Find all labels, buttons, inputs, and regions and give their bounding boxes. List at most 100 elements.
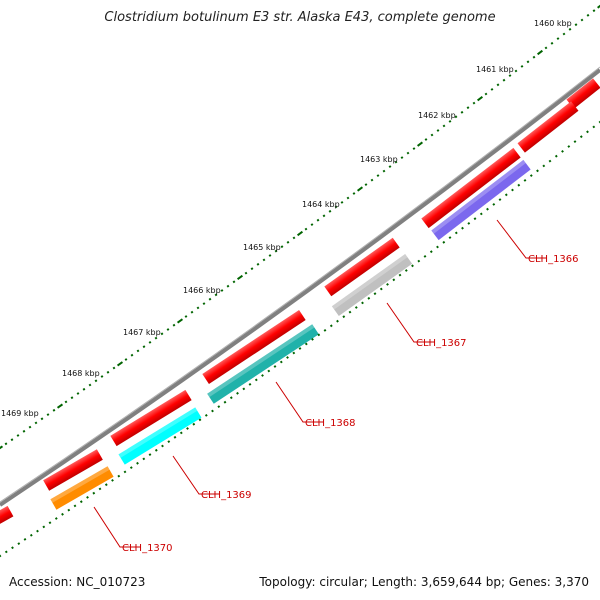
- scale-label-1469: 1469 kbp: [1, 409, 39, 418]
- minor-tick: [526, 60, 530, 64]
- minor-tick: [217, 405, 221, 408]
- minor-tick: [273, 365, 277, 368]
- minor-tick: [542, 164, 546, 168]
- minor-tick: [436, 245, 439, 249]
- minor-tick: [242, 387, 246, 391]
- scale-label-1464: 1464 kbp: [302, 200, 340, 209]
- cds-feature[interactable]: [421, 147, 521, 229]
- minor-tick: [267, 369, 271, 373]
- minor-tick: [232, 280, 236, 284]
- minor-tick: [179, 431, 183, 435]
- cds-feature[interactable]: [43, 449, 103, 491]
- minor-tick: [334, 205, 338, 209]
- major-tick: [296, 230, 304, 237]
- minor-tick: [460, 110, 464, 114]
- major-tick: [477, 95, 483, 102]
- gene-bar-clh-1368[interactable]: [207, 324, 319, 404]
- minor-tick: [466, 106, 470, 110]
- minor-tick: [220, 289, 224, 292]
- minor-tick: [4, 550, 8, 554]
- gene-label-clh-1369[interactable]: CLH_1369: [201, 490, 252, 501]
- minor-tick: [580, 18, 584, 22]
- minor-tick: [429, 250, 433, 254]
- scale-label-1466: 1466 kbp: [183, 286, 221, 295]
- minor-tick: [586, 13, 590, 17]
- minor-tick: [196, 306, 200, 310]
- minor-tick: [496, 83, 500, 87]
- minor-tick: [261, 374, 264, 377]
- minor-tick: [398, 273, 402, 277]
- gene-bar-clh-1366[interactable]: [431, 159, 531, 241]
- minor-tick: [208, 297, 212, 301]
- minor-tick: [148, 453, 152, 456]
- scale-label-1465: 1465 kbp: [243, 243, 281, 252]
- minor-tick: [82, 387, 86, 391]
- cds-feature[interactable]: [517, 101, 579, 153]
- minor-tick: [550, 41, 554, 45]
- cds-feature[interactable]: [0, 505, 14, 530]
- major-tick: [537, 49, 543, 56]
- gene-label-clh-1366[interactable]: CLH_1366: [528, 254, 579, 265]
- minor-tick: [454, 115, 458, 119]
- minor-tick: [473, 217, 477, 221]
- gene-bar-clh-1369[interactable]: [118, 407, 202, 465]
- minor-tick: [4, 442, 8, 446]
- minor-tick: [562, 32, 566, 36]
- minor-tick: [394, 160, 398, 164]
- minor-tick: [340, 201, 344, 204]
- minor-tick: [190, 310, 194, 314]
- inner-scale-ticks: [0, 120, 600, 558]
- gene-bar-clh-1367[interactable]: [331, 253, 413, 317]
- minor-tick: [100, 375, 104, 378]
- minor-tick: [136, 349, 140, 353]
- minor-tick: [17, 542, 21, 545]
- cds-feature[interactable]: [566, 78, 600, 109]
- cds-feature[interactable]: [202, 309, 306, 385]
- minor-tick: [142, 457, 146, 461]
- gene-bar-clh-1370[interactable]: [50, 466, 114, 510]
- minor-tick: [352, 192, 356, 195]
- minor-tick: [111, 479, 114, 482]
- minor-tick: [311, 338, 314, 341]
- minor-tick: [250, 267, 254, 271]
- minor-tick: [129, 466, 133, 469]
- minor-tick: [42, 525, 46, 529]
- minor-tick: [436, 129, 440, 132]
- scale-label-1460: 1460 kbp: [534, 19, 572, 28]
- minor-tick: [204, 414, 208, 417]
- minor-tick: [70, 396, 74, 400]
- minor-tick: [323, 329, 327, 332]
- minor-tick: [490, 87, 494, 91]
- minor-tick: [88, 383, 92, 387]
- minor-tick: [592, 9, 596, 13]
- minor-tick: [448, 236, 452, 240]
- minor-tick: [117, 474, 121, 478]
- minor-tick: [511, 188, 514, 192]
- gene-label-clh-1370[interactable]: CLH_1370: [122, 543, 173, 554]
- minor-tick: [423, 254, 427, 258]
- outer-scale-ticks: [0, 3, 600, 451]
- minor-tick: [136, 461, 139, 465]
- minor-tick: [412, 147, 416, 151]
- minor-tick: [54, 517, 58, 520]
- minor-tick: [104, 483, 108, 487]
- minor-tick: [10, 438, 14, 442]
- minor-tick: [498, 198, 502, 202]
- minor-tick: [229, 396, 233, 400]
- minor-tick: [322, 214, 326, 218]
- major-tick: [417, 141, 423, 147]
- minor-tick: [248, 383, 252, 386]
- minor-tick: [568, 27, 572, 31]
- cds-feature[interactable]: [110, 389, 192, 447]
- minor-tick: [370, 178, 374, 182]
- gene-label-clh-1368[interactable]: CLH_1368: [305, 418, 356, 429]
- minor-tick: [461, 226, 464, 230]
- cds-feature[interactable]: [324, 237, 400, 297]
- minor-tick: [472, 101, 476, 105]
- minor-tick: [523, 178, 527, 182]
- minor-tick: [467, 221, 471, 225]
- minor-tick: [112, 366, 116, 370]
- minor-tick: [517, 183, 521, 187]
- gene-label-clh-1367[interactable]: CLH_1367: [416, 338, 467, 349]
